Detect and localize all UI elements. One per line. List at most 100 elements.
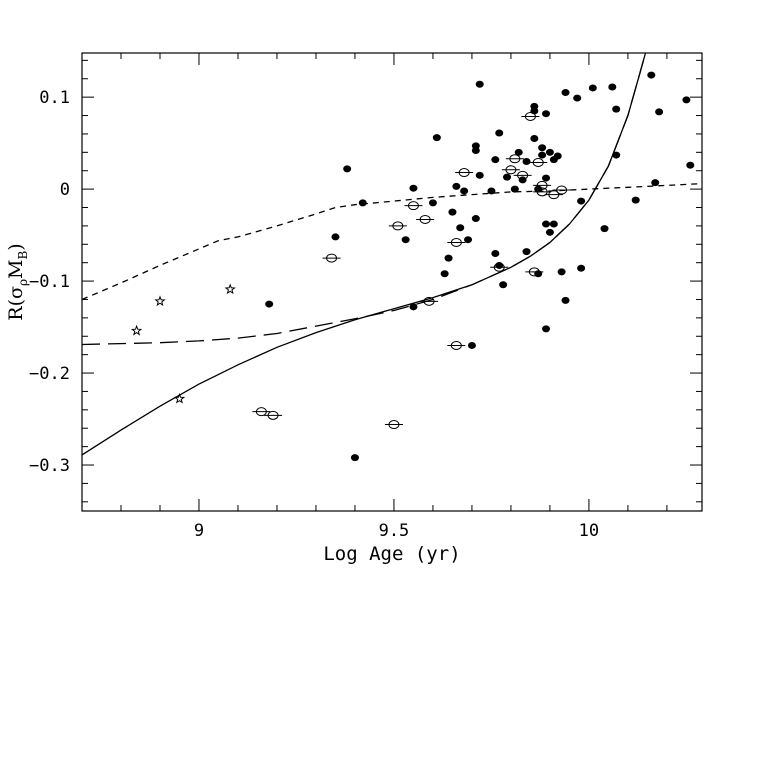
data-point-filled (600, 225, 609, 233)
open-circle-marker (458, 168, 470, 178)
data-point-filled (409, 303, 418, 311)
x-tick-label: 10 (579, 521, 599, 541)
y-tick-label: −0.1 (29, 272, 70, 292)
data-point-filled (503, 173, 512, 181)
y-tick-label: 0.1 (39, 88, 70, 108)
y-axis-label-sub1: ρ (16, 279, 30, 286)
open-circle-marker (450, 340, 462, 350)
open-circle-marker (326, 253, 338, 263)
open-circle-marker (267, 410, 279, 420)
data-point-filled (577, 197, 586, 205)
data-point-open (322, 253, 341, 263)
tick-labels-layer: 9 9.5 10 0.1 0 −0.1 −0.2 −0.3 (29, 88, 599, 541)
data-point-open (455, 168, 474, 178)
data-point-filled (561, 89, 570, 97)
data-point-filled (487, 187, 496, 195)
data-point-star (154, 295, 166, 307)
open-circle-marker (255, 407, 267, 417)
data-point-open (388, 221, 407, 231)
data-point-open (525, 267, 544, 277)
data-point-filled (561, 296, 570, 304)
data-point-filled (475, 80, 484, 88)
data-point-filled (510, 185, 519, 193)
open-circle-marker (524, 111, 536, 121)
data-point-filled (350, 454, 359, 462)
data-point-filled (651, 179, 660, 187)
curve-solid (82, 53, 647, 456)
data-point-filled (401, 236, 410, 244)
data-point-filled (608, 83, 617, 91)
data-point-filled (612, 105, 621, 113)
data-point-filled (530, 135, 539, 143)
open-circle-marker (392, 221, 404, 231)
open-circle-marker (423, 296, 435, 306)
data-point-filled (495, 129, 504, 137)
x-tick-label: 9 (194, 521, 204, 541)
data-point-filled (542, 220, 551, 228)
y-axis-label: R(σρMB) (5, 243, 30, 320)
open-circle-marker (528, 267, 540, 277)
data-point-filled (467, 341, 476, 349)
data-point-filled (409, 184, 418, 192)
data-point-open (505, 154, 524, 164)
data-point-star (173, 392, 186, 404)
open-circle-marker (532, 157, 544, 167)
data-point-filled (655, 108, 664, 116)
data-point-open (513, 170, 532, 180)
curves-layer (82, 53, 702, 456)
open-circle-marker (493, 262, 505, 272)
open-circle-marker (556, 185, 568, 195)
data-point-star (224, 283, 236, 295)
open-circle-marker (509, 154, 521, 164)
y-axis-label-mid: M (5, 260, 27, 279)
data-point-filled (491, 249, 500, 257)
open-circle-marker (407, 201, 419, 211)
data-point-filled (573, 94, 582, 102)
data-point-filled (522, 248, 531, 256)
data-point-filled (538, 144, 547, 152)
data-point-filled (686, 161, 695, 169)
data-point-filled (491, 156, 500, 164)
data-point-filled (542, 110, 551, 118)
data-point-filled (265, 300, 274, 308)
open-circle-marker (388, 420, 400, 430)
data-point-filled (542, 325, 551, 333)
data-point-filled (460, 187, 469, 195)
x-axis-label: Log Age (yr) (323, 543, 460, 565)
points-layer (130, 71, 695, 462)
data-point-filled (456, 224, 465, 232)
data-point-star (130, 324, 143, 336)
data-point-filled (631, 196, 640, 204)
data-point-open (501, 165, 520, 175)
data-point-filled (545, 148, 554, 156)
y-axis-label-suffix: ) (5, 243, 27, 250)
plot-frame (81, 52, 703, 512)
data-point-filled (358, 199, 367, 207)
curve-long-dash (82, 53, 647, 346)
data-point-filled (444, 254, 453, 262)
data-point-open (264, 410, 283, 420)
data-point-filled (522, 158, 531, 166)
data-point-filled (538, 151, 547, 159)
open-circle-marker (536, 187, 548, 197)
data-point-open (416, 214, 435, 224)
data-point-open (490, 262, 509, 272)
data-point-filled (471, 142, 480, 150)
y-axis-label-sub2: B (16, 251, 30, 260)
data-point-filled (557, 268, 566, 276)
data-point-filled (682, 96, 691, 104)
data-point-filled (428, 199, 437, 207)
open-circle-marker (517, 170, 529, 180)
y-axis-label-prefix: R(σ (5, 286, 27, 321)
data-point-filled (647, 71, 656, 79)
data-point-open (404, 201, 423, 211)
open-circle-marker (450, 237, 462, 247)
data-point-filled (464, 236, 473, 244)
x-tick-label: 9.5 (379, 521, 410, 541)
y-tick-label: −0.3 (29, 456, 70, 476)
open-circle-marker (536, 180, 548, 190)
open-circle-marker (548, 190, 560, 200)
data-point-filled (440, 270, 449, 278)
